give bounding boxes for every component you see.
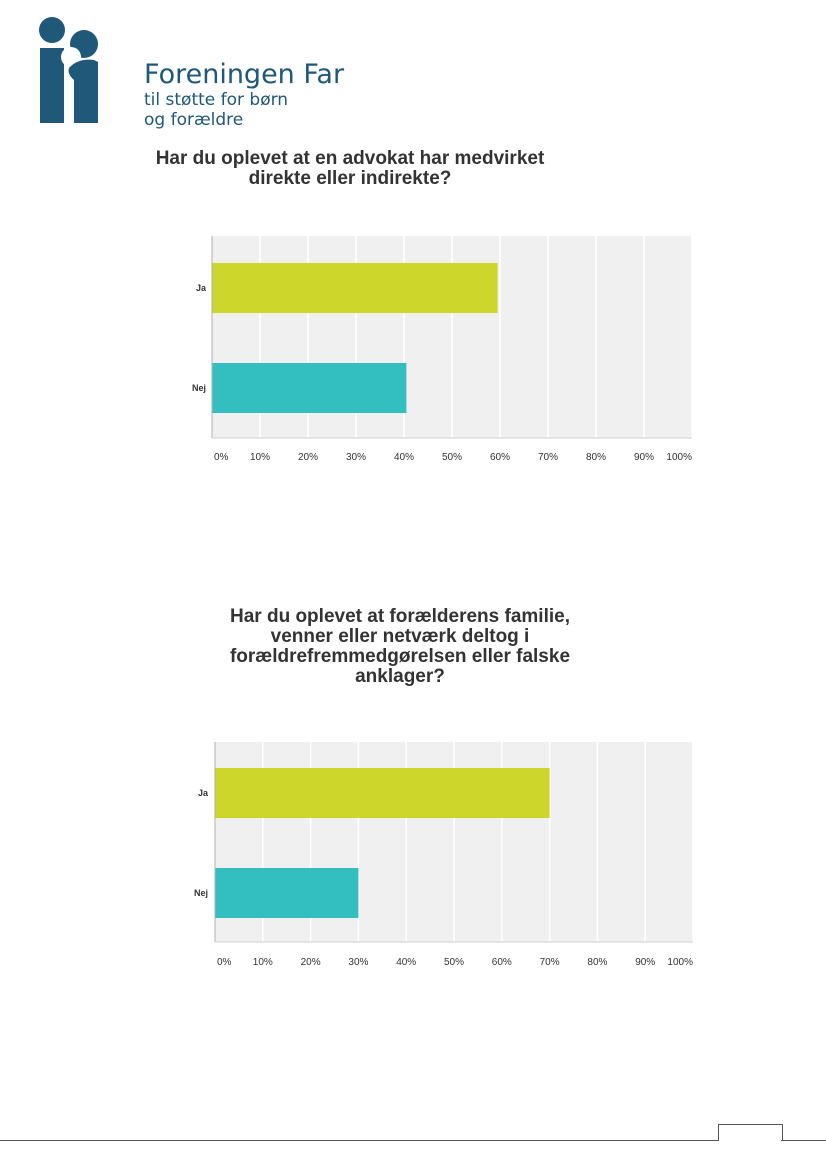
x-tick-label: 70% [538,452,558,463]
x-tick-label: 70% [540,957,560,968]
x-tick-label: 40% [396,957,416,968]
chart-1-title-line: Har du oplevet at en advokat har medvirk… [155,148,545,169]
chart-2-title-line: venner eller netværk deltog i [270,626,530,647]
category-label: Nej [192,383,206,393]
chart-2-title: Har du oplevet at forælderens familie, v… [170,607,630,687]
x-tick-label: 30% [346,452,366,463]
x-tick-label: 0% [214,452,229,463]
x-tick-label: 0% [217,957,232,968]
x-tick-label: 100% [666,452,692,463]
logo-figures-icon [39,17,98,123]
x-tick-label: 80% [587,957,607,968]
x-tick-label: 60% [492,957,512,968]
x-tick-label: 50% [442,452,462,463]
category-label: Ja [198,788,209,798]
logo-tagline-line-2: og forældre [144,110,244,130]
chart-2-title-line: Har du oplevet at forælderens familie, [230,606,570,627]
logo-name: Foreningen Far [144,59,345,90]
category-label: Nej [194,888,208,898]
x-tick-label: 20% [298,452,318,463]
bar-nej [215,868,359,918]
footer-rule [0,1140,718,1141]
x-tick-label: 30% [348,957,368,968]
footer-rule-right [781,1140,826,1141]
x-tick-label: 60% [490,452,510,463]
chart-2-title-line: anklager? [355,666,445,687]
page-number-box [718,1124,783,1141]
chart-2-familie-netvaerk: Ja Nej 0% 10% 20% 30% 40% 50% 60% 70% 80% 90% 100% [194,742,694,968]
x-tick-label: 40% [394,452,414,463]
bar-ja [215,768,550,818]
x-tick-label: 20% [301,957,321,968]
chart-2-title-line: forældrefremmedgørelsen eller falske [229,646,571,667]
bar-ja [212,263,498,313]
x-tick-label: 10% [253,957,273,968]
chart-1-title: Har du oplevet at en advokat har medvirk… [150,149,550,189]
logo-tagline-line-1: til støtte for børn [144,90,289,110]
chart-1-advokat: Ja Nej 0% 10% 20% 30% 40% 50% 60% 70% 80% 90% 100% [192,236,693,463]
x-tick-label: 90% [634,452,654,463]
foreningen-far-logo: Foreningen Far til støtte for børn og fo… [36,14,344,130]
bar-nej [212,363,407,413]
chart-1-title-line: direkte eller indirekte? [248,168,452,189]
x-tick-label: 50% [444,957,464,968]
x-tick-label: 10% [250,452,270,463]
category-label: Ja [196,283,207,293]
x-tick-label: 80% [586,452,606,463]
logo-text: Foreningen Far til støtte for børn og fo… [144,59,345,131]
x-tick-label: 100% [667,957,693,968]
x-tick-label: 90% [635,957,655,968]
